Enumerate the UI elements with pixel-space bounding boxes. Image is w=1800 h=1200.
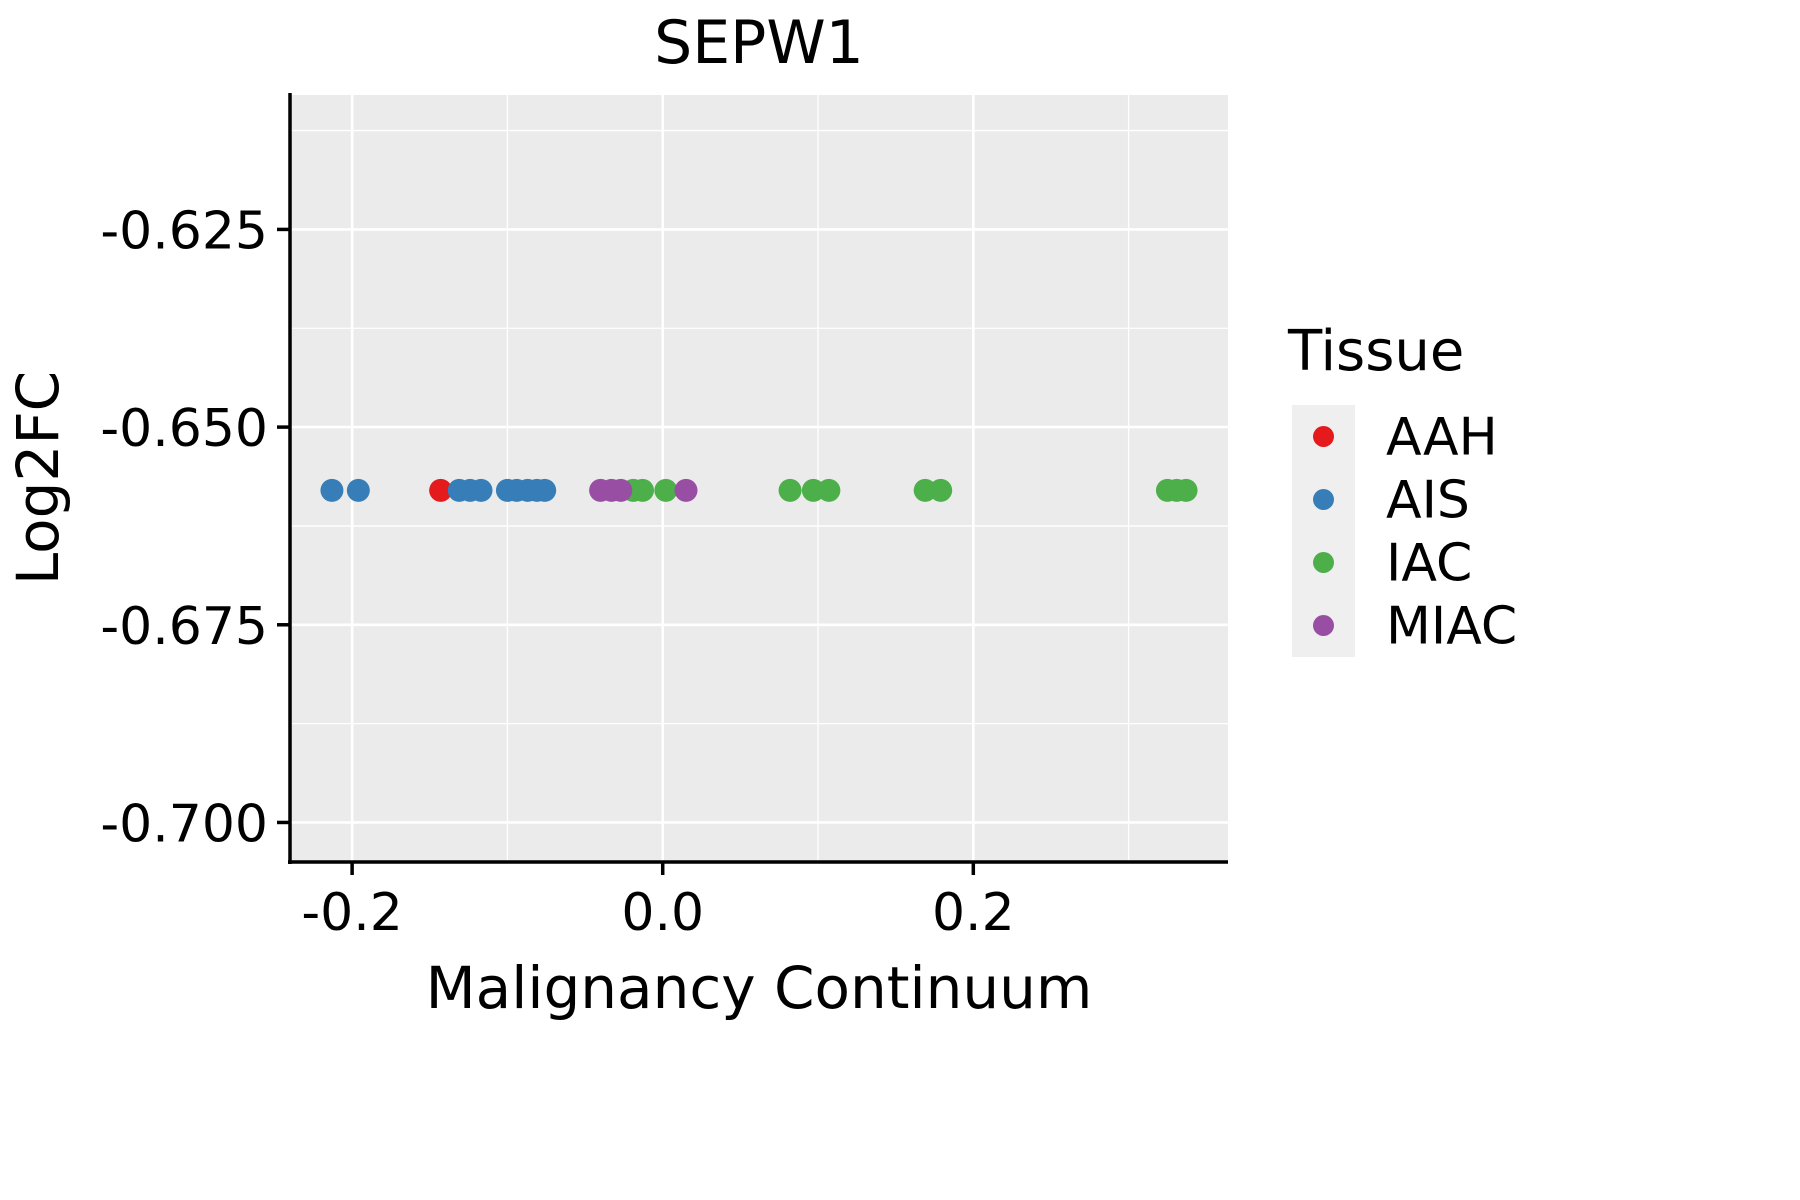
data-point: [469, 478, 493, 502]
legend-dot: [1313, 426, 1334, 447]
legend-dot: [1313, 552, 1334, 573]
legend-label: IAC: [1386, 534, 1472, 594]
x-tick-label: 0.2: [932, 883, 1015, 943]
y-axis-label: Log2FC: [4, 371, 72, 585]
data-point: [631, 478, 655, 502]
legend-label: MIAC: [1386, 597, 1517, 657]
data-point: [346, 478, 370, 502]
data-point: [778, 478, 802, 502]
panel-background: [290, 95, 1228, 862]
x-tick-label: -0.2: [301, 883, 402, 943]
x-axis-label: Malignancy Continuum: [426, 954, 1093, 1022]
data-point: [674, 478, 698, 502]
y-tick-label: -0.675: [100, 597, 268, 657]
data-point: [320, 478, 344, 502]
data-point: [654, 478, 678, 502]
legend-dot: [1313, 615, 1334, 636]
data-point: [1174, 478, 1198, 502]
legend-dot: [1313, 489, 1334, 510]
y-tick-label: -0.700: [100, 794, 268, 854]
data-point: [817, 478, 841, 502]
data-point: [609, 478, 633, 502]
x-tick-label: 0.0: [621, 883, 704, 943]
data-point: [533, 478, 557, 502]
legend-label: AIS: [1386, 471, 1470, 531]
y-tick-label: -0.625: [100, 201, 268, 261]
chart-title: SEPW1: [654, 8, 864, 78]
data-point: [429, 478, 453, 502]
y-tick-label: -0.650: [100, 399, 268, 459]
legend-title: Tissue: [1287, 319, 1464, 384]
plot-panel: [290, 95, 1228, 862]
axes: -0.2 0.0 0.2 -0.625 -0.650 -0.675 -0.700: [100, 93, 1228, 943]
legend-label: AAH: [1386, 408, 1498, 468]
data-point: [929, 478, 953, 502]
data-points: [320, 478, 1198, 502]
